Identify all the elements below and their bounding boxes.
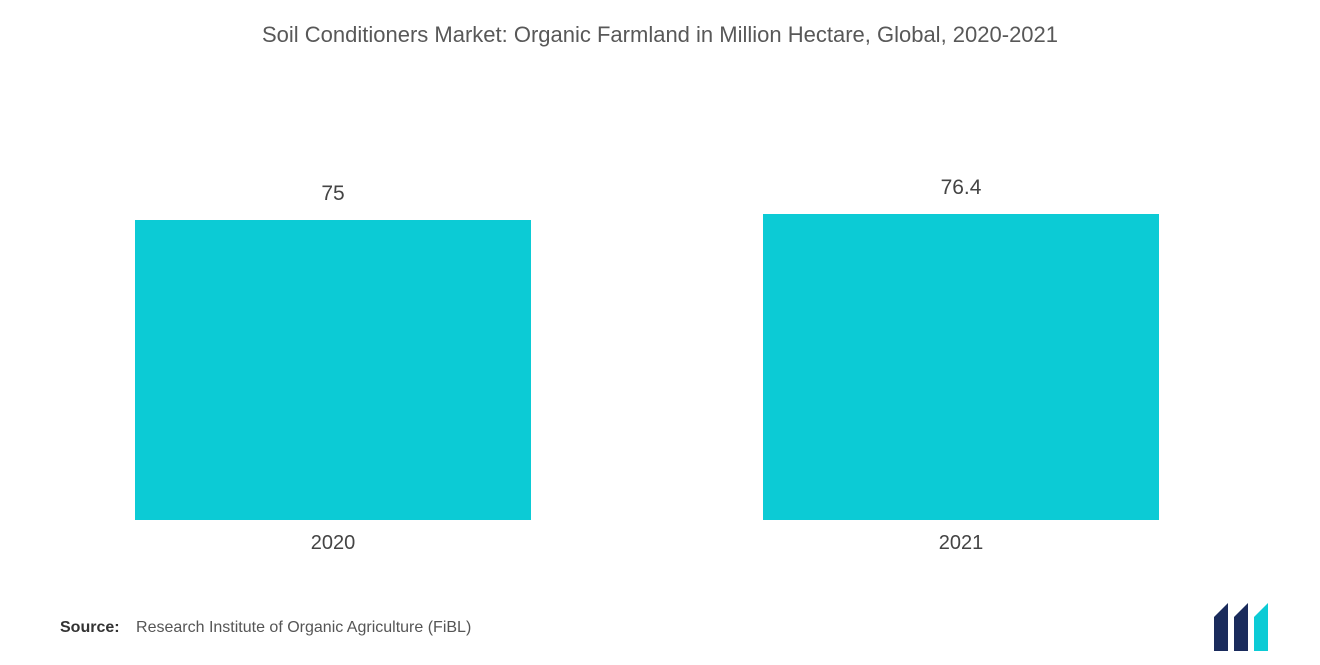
bar-category-label: 2021 — [763, 532, 1159, 555]
bar-value-label: 76.4 — [941, 176, 982, 200]
source-text: Research Institute of Organic Agricultur… — [136, 619, 471, 636]
bar-column-2020: 75 2020 — [135, 182, 531, 520]
bar-rect — [763, 214, 1159, 520]
chart-root: Soil Conditioners Market: Organic Farmla… — [0, 0, 1320, 665]
bar-column-2021: 76.4 2021 — [763, 176, 1159, 520]
bar-rect — [135, 220, 531, 520]
bar-value-label: 75 — [321, 182, 344, 206]
source-footer: Source: Research Institute of Organic Ag… — [60, 619, 471, 637]
source-label: Source: — [60, 619, 120, 636]
plot-area: 75 2020 76.4 2021 — [125, 160, 1195, 520]
chart-title: Soil Conditioners Market: Organic Farmla… — [0, 0, 1320, 48]
bar-category-label: 2020 — [135, 532, 531, 555]
brand-logo-icon — [1214, 603, 1284, 651]
